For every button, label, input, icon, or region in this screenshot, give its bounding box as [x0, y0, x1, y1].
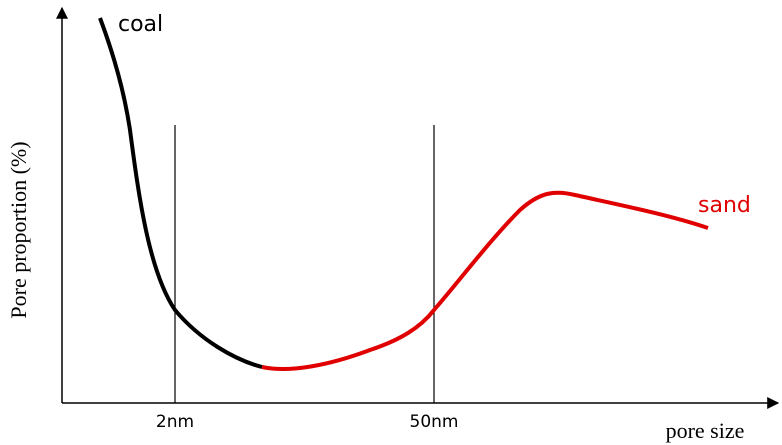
coal-curve [98, 17, 263, 369]
x-axis-label: pore size [666, 418, 745, 443]
curve-label: sand [698, 193, 751, 218]
marker-label: 50nm [410, 412, 459, 432]
sand-curve [261, 190, 709, 371]
curve-label: coal [118, 12, 163, 37]
marker-label: 2nm [156, 412, 194, 432]
y-axis-label: Pore proportion (%) [6, 141, 31, 318]
